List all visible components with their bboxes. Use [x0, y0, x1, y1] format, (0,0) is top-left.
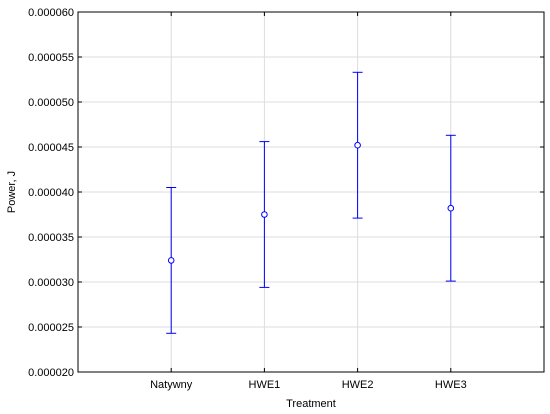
mean-point [354, 141, 361, 149]
grid-lines [78, 11, 544, 373]
error-bars [166, 71, 456, 334]
mean-point [261, 211, 268, 218]
mean-point [167, 257, 175, 264]
y-tick-label: 0.000020 [28, 367, 74, 379]
mean-point [447, 204, 455, 212]
x-axis-ticks: Natywny HWE1 HWE2 HWE3 [150, 12, 467, 391]
x-axis-title: Treatment [286, 398, 336, 410]
x-tick-label: Natywny [150, 379, 193, 391]
y-tick-label: 0.000035 [28, 232, 74, 244]
y-tick-label: 0.000025 [28, 322, 74, 334]
y-tick-label: 0.000030 [28, 277, 74, 289]
y-tick-label: 0.000060 [28, 7, 74, 19]
x-tick-label: HWE2 [342, 379, 374, 391]
y-tick-label: 0.000040 [28, 187, 74, 199]
y-tick-label: 0.000055 [28, 52, 74, 64]
y-axis-ticks: 0.000020 0.000025 0.000030 0.000035 0.000040… [28, 7, 544, 379]
y-tick-label: 0.000050 [28, 97, 74, 109]
y-tick-label: 0.000045 [28, 142, 74, 154]
x-tick-label: HWE1 [249, 379, 281, 391]
mean-points [167, 141, 455, 264]
x-tick-label: HWE3 [435, 379, 467, 391]
y-axis-title: Power, J [6, 171, 18, 213]
